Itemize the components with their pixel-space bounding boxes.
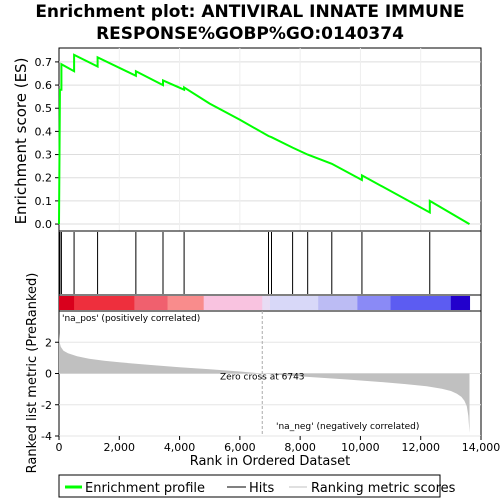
legend-item-enrichment-profile: Enrichment profile (65, 481, 205, 496)
ranked-y-ticks: 2 0 -2 -4 (41, 336, 59, 443)
es-y-tick-label: 0.4 (35, 125, 53, 138)
ranked-x-tick-label: 4,000 (164, 441, 196, 454)
legend-label-hits: Hits (249, 481, 274, 496)
positive-correlation-label: 'na_pos' (positively correlated) (62, 314, 200, 324)
es-y-tick-label: 0.5 (35, 102, 53, 115)
colorbar-segment (391, 296, 452, 310)
colorbar-segment (357, 296, 391, 310)
zero-cross-label: Zero cross at 6743 (220, 373, 305, 383)
ranked-x-tick-label: 10,000 (341, 441, 380, 454)
colorbar-segment (270, 296, 319, 310)
ranked-x-tick-label: 6,000 (224, 441, 256, 454)
ranked-x-tick-label: 8,000 (284, 441, 316, 454)
colorbar-segment (204, 296, 263, 310)
es-y-tick-label: 0.1 (35, 195, 53, 208)
legend-label-ranking-metric-scores: Ranking metric scores (311, 481, 456, 496)
colorbar-segment (451, 296, 470, 310)
es-y-tick-label: 0.7 (35, 56, 53, 69)
es-y-tick-label: 0.3 (35, 149, 53, 162)
ranked-y-axis-label: Ranked list metric (PreRanked) (25, 273, 40, 474)
colorbar-segment (134, 296, 168, 310)
colorbar-segment (262, 296, 270, 310)
legend-label-enrichment-profile: Enrichment profile (85, 481, 205, 496)
ranked-x-axis-label: Rank in Ordered Dataset (190, 454, 351, 469)
ranked-x-ticks: 0 2,000 4,000 6,000 8,000 10,000 12,000 14,000 (56, 436, 500, 454)
ranking-colorbar (59, 296, 470, 310)
title-line-2: RESPONSE%GOBP%GO:0140374 (96, 24, 404, 44)
ranked-x-tick-label: 2,000 (104, 441, 136, 454)
colorbar-segment (59, 296, 75, 310)
ranked-x-tick-label: 12,000 (401, 441, 440, 454)
colorbar-segment (74, 296, 135, 310)
es-panel-frame (59, 48, 481, 231)
negative-correlation-label: 'na_neg' (negatively correlated) (276, 422, 419, 432)
es-y-tick-label: 0.6 (35, 79, 53, 92)
es-y-axis-label: Enrichment score (ES) (12, 58, 30, 225)
hits-panel-frame (59, 231, 481, 295)
es-y-tick-label: 0.2 (35, 172, 53, 185)
colorbar-segment (318, 296, 358, 310)
ranked-y-tick-label: 2 (45, 336, 52, 349)
ranked-y-tick-label: 0 (45, 368, 52, 381)
ranked-x-tick-label: 14,000 (462, 441, 500, 454)
colorbar-segment (168, 296, 205, 310)
es-y-ticks: 0.0 0.1 0.2 0.3 0.4 0.5 0.6 0.7 (35, 56, 60, 231)
legend-item-ranking-metric-scores: Ranking metric scores (289, 481, 456, 496)
ranked-y-tick-label: -2 (41, 399, 52, 412)
title-line-1: Enrichment plot: ANTIVIRAL INNATE IMMUNE (35, 2, 464, 22)
es-y-tick-label: 0.0 (35, 218, 53, 231)
ranked-x-tick-label: 0 (56, 441, 63, 454)
ranked-y-tick-label: -4 (41, 430, 52, 443)
